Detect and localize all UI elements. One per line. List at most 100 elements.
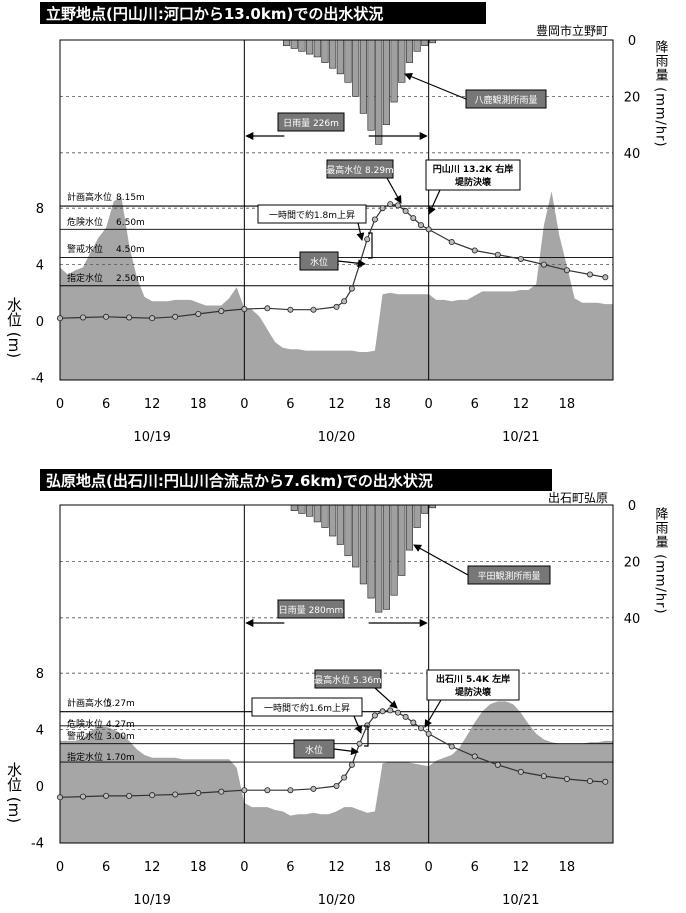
water-level-point <box>264 787 271 794</box>
max-level-label: 最高水位 8.29m <box>326 164 394 176</box>
water-level-point <box>448 743 455 750</box>
level-axis-label: 水位 (m) <box>5 297 23 358</box>
water-level-point <box>149 792 156 799</box>
x-tick-label: 18 <box>190 860 207 875</box>
rain-bar <box>290 504 298 511</box>
rain-bar <box>421 39 429 46</box>
water-level-point <box>540 261 547 268</box>
levee-break-label-1: 円山川 13.2K 右岸 <box>433 163 513 175</box>
water-level-point <box>586 271 593 278</box>
rain-bar <box>398 39 406 83</box>
x-tick-label: 6 <box>102 860 110 875</box>
water-level-label: 水位 <box>310 256 328 268</box>
reference-value: 1.70m <box>106 753 135 763</box>
reference-label: 指定水位 <box>67 751 103 763</box>
water-level-point <box>195 310 202 317</box>
x-tick-label: 12 <box>144 397 161 412</box>
reference-value: 4.50m <box>116 245 145 255</box>
date-label: 10/19 <box>133 893 170 908</box>
chart-title-box <box>40 469 552 491</box>
levee-break-label-1: 出石川 5.4K 左岸 <box>436 673 510 685</box>
water-level-point <box>364 722 371 729</box>
daily-rain-label-box <box>277 599 345 619</box>
water-level-point <box>402 208 409 215</box>
level-tick-label: -4 <box>31 836 44 851</box>
level-axis-label: 水位 (m) <box>5 762 23 823</box>
x-tick-label: 18 <box>374 860 391 875</box>
water-level-point <box>126 792 133 799</box>
water-level-point <box>218 308 225 315</box>
water-level-point <box>287 787 294 794</box>
level-shaded-area <box>60 191 613 380</box>
water-level-point <box>602 274 609 281</box>
rain-bar <box>405 504 414 551</box>
x-tick-label: 0 <box>240 860 248 875</box>
rain-axis-label: 降雨量 (mm/hr) <box>653 507 669 615</box>
levee-break-label-2: 堤防決壊 <box>455 176 492 188</box>
x-tick-label: 6 <box>471 397 479 412</box>
reference-value: 8.15m <box>116 193 145 203</box>
reference-value: 6.50m <box>116 218 145 228</box>
rain-bar <box>375 504 383 613</box>
water-level-point <box>540 773 547 780</box>
date-label: 10/21 <box>502 430 539 445</box>
reference-label: 警戒水位 <box>67 243 103 255</box>
rain-bar <box>313 504 321 523</box>
rain-bar <box>382 39 390 125</box>
rise-label: 一時間で約1.8m上昇 <box>269 209 355 221</box>
rise-label-box <box>257 204 367 224</box>
water-level-point <box>371 216 378 223</box>
levee-break-label-2: 堤防決壊 <box>455 686 492 698</box>
rain-bar <box>352 39 360 97</box>
water-level-point <box>172 791 179 798</box>
rise-bracket <box>364 725 369 747</box>
rise-arrow <box>356 222 365 241</box>
rain-bar <box>405 39 414 63</box>
x-tick-label: 6 <box>471 860 479 875</box>
rain-tick-label: 20 <box>624 555 641 570</box>
rain-bar <box>313 39 321 58</box>
rain-bar <box>298 504 306 514</box>
water-level-point <box>341 298 348 305</box>
water-level-point <box>80 793 87 800</box>
rise-arrow <box>353 715 363 734</box>
water-level-point <box>264 305 271 312</box>
x-tick-label: 18 <box>190 397 207 412</box>
level-tick-label: 0 <box>36 315 44 330</box>
rain-bar <box>283 39 291 46</box>
level-tick-label: 8 <box>36 667 44 682</box>
water-level-point <box>410 719 417 726</box>
rain-bar <box>413 504 421 528</box>
water-level-point <box>387 707 394 714</box>
gauge-arrow <box>413 544 469 576</box>
reference-value: 2.50m <box>116 274 145 284</box>
rain-bar <box>367 504 375 599</box>
water-level-point <box>333 783 340 790</box>
rain-bar <box>298 39 306 52</box>
water-level-point <box>348 761 355 768</box>
rain-tick-label: 40 <box>624 612 641 627</box>
reference-label: 警戒水位 <box>67 730 103 742</box>
rain-tick-label: 20 <box>624 90 641 105</box>
water-level-point <box>241 306 248 313</box>
rain-bar <box>336 39 344 75</box>
max-level-label-box <box>314 669 382 689</box>
water-level-point <box>103 313 110 320</box>
rain-bar <box>306 39 314 55</box>
rain-bar <box>329 39 337 69</box>
water-level-point <box>57 315 64 322</box>
water-level-point <box>364 236 371 243</box>
daily-rain-label-box <box>277 112 345 132</box>
levee-break-box <box>425 159 521 191</box>
water-level-point <box>563 267 570 274</box>
water-level-point <box>471 753 478 760</box>
water-level-point <box>394 202 401 209</box>
reference-label: 計画高水位 <box>67 191 112 203</box>
water-level-point <box>341 774 348 781</box>
daily-rain-label: 日雨量 280mm <box>279 605 344 616</box>
water-level-point <box>379 708 386 715</box>
water-level-arrow <box>333 747 359 756</box>
x-tick-label: 6 <box>286 860 294 875</box>
